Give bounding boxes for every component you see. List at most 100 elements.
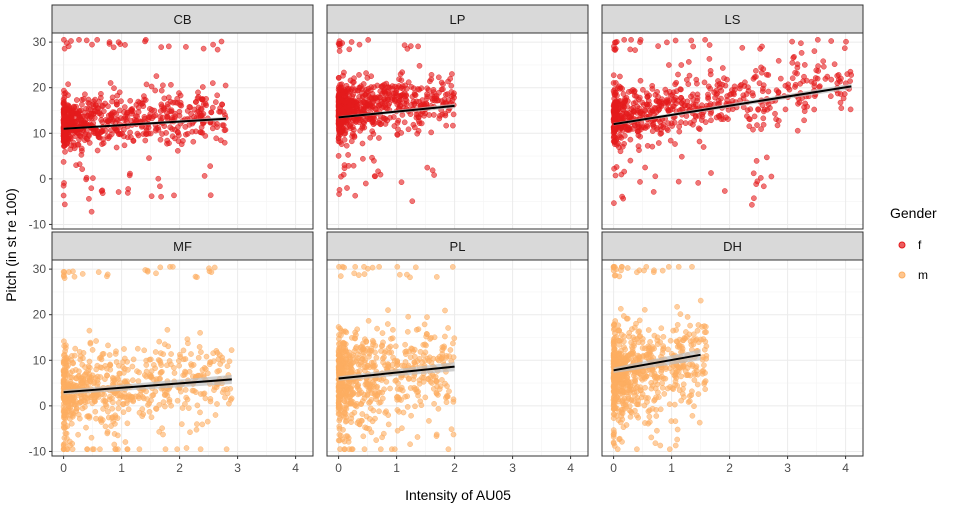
scatter-point [793,70,798,75]
scatter-point [211,359,216,364]
scatter-point [799,50,804,55]
scatter-point [148,375,153,380]
scatter-point [164,111,169,116]
scatter-point [91,104,96,109]
scatter-point [632,381,637,386]
scatter-point [183,387,188,392]
scatter-point [62,149,67,154]
scatter-point [636,415,641,420]
scatter-point [336,400,341,405]
scatter-point [344,434,349,439]
scatter-point [343,362,348,367]
scatter-point [339,366,344,371]
scatter-point [168,82,173,87]
scatter-point [367,117,372,122]
scatter-point [754,182,759,187]
scatter-point [419,403,424,408]
y-tick-label: 0 [39,399,46,413]
scatter-point [829,38,834,43]
scatter-point [337,438,342,443]
scatter-point [371,340,376,345]
scatter-point [626,379,631,384]
scatter-point [215,93,220,98]
scatter-point [618,306,623,311]
scatter-point [802,62,807,67]
scatter-point [395,381,400,386]
scatter-point [368,399,373,404]
scatter-point [635,402,640,407]
scatter-point [87,328,92,333]
scatter-point [393,344,398,349]
scatter-point [100,392,105,397]
scatter-point [79,118,84,123]
scatter-point [87,378,92,383]
scatter-point [213,100,218,105]
scatter-point [825,74,830,79]
scatter-point [403,359,408,364]
scatter-point [336,358,341,363]
scatter-point [397,272,402,277]
scatter-point [817,84,822,89]
scatter-point [131,357,136,362]
scatter-point [369,360,374,365]
scatter-point [159,194,164,199]
scatter-point [636,148,641,153]
scatter-point [183,44,188,49]
scatter-point [615,447,620,452]
legend-label-m: m [918,268,928,282]
scatter-point [611,337,616,342]
scatter-point [118,116,123,121]
scatter-point [821,59,826,64]
facet-panel-dh: DH0 1 2 3 4 [602,232,863,475]
scatter-point [182,369,187,374]
scatter-point [77,349,82,354]
x-tick-label: 3 [234,461,241,475]
legend: Gender fm [890,205,937,285]
scatter-point [337,42,342,47]
scatter-point [90,176,95,181]
scatter-point [644,264,649,269]
scatter-point [202,391,207,396]
scatter-point [154,74,159,79]
scatter-point [90,347,95,352]
scatter-point [649,435,654,440]
scatter-point [64,129,69,134]
scatter-point [122,143,127,148]
scatter-point [348,122,353,127]
scatter-point [142,39,147,44]
scatter-point [417,63,422,68]
scatter-point [399,426,404,431]
scatter-point [419,121,424,126]
scatter-point [690,122,695,127]
scatter-point [109,396,114,401]
scatter-point [691,404,696,409]
scatter-point [197,410,202,415]
scatter-point [673,419,678,424]
scatter-point [417,87,422,92]
scatter-point [442,308,447,313]
scatter-point [356,419,361,424]
scatter-point [385,118,390,123]
scatter-point [341,349,346,354]
scatter-point [366,37,371,42]
scatter-point [336,135,341,140]
scatter-point [762,107,767,112]
scatter-point [364,71,369,76]
scatter-point [125,367,130,372]
scatter-point [836,77,841,82]
panel-background [327,33,588,229]
scatter-point [61,373,66,378]
scatter-point [79,146,84,151]
scatter-point [145,402,150,407]
scatter-point [359,390,364,395]
scatter-point [404,98,409,103]
scatter-point [422,358,427,363]
scatter-point [77,162,82,167]
scatter-point [153,88,158,93]
scatter-point [165,393,170,398]
scatter-point [125,447,130,452]
scatter-point [364,365,369,370]
scatter-point [386,362,391,367]
scatter-point [135,131,140,136]
scatter-point [118,99,123,104]
